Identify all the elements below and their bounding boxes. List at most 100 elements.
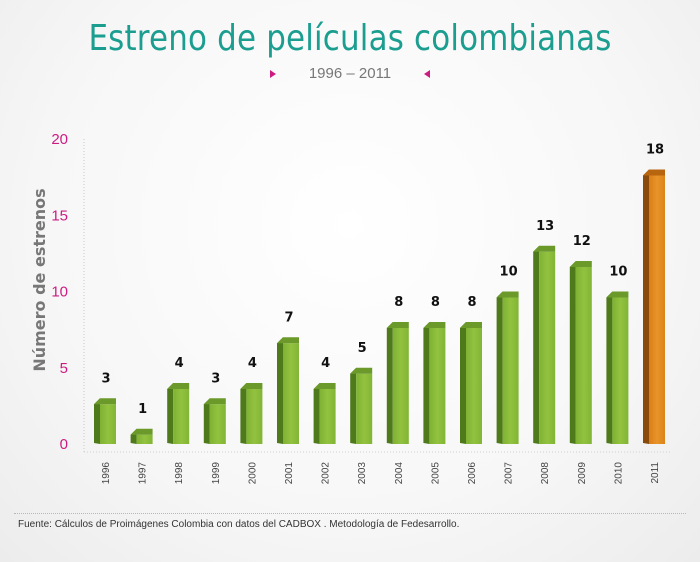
bar-front [392, 328, 409, 444]
bar-front [466, 328, 482, 444]
bar-side [423, 322, 430, 444]
bar-front [356, 373, 373, 444]
data-label: 4 [321, 356, 330, 371]
bar-top [203, 398, 226, 405]
x-tick-label: 2002 [321, 462, 332, 485]
x-tick-label: 1998 [174, 462, 185, 485]
data-label: 10 [609, 265, 627, 280]
data-label: 8 [431, 295, 440, 310]
bar-top [533, 245, 556, 252]
bar-1997 [130, 428, 153, 444]
bar-2003 [350, 367, 373, 444]
bar-2000 [240, 383, 263, 444]
bar-side [496, 291, 503, 444]
bar-top [313, 383, 336, 389]
x-tick-label: 2010 [613, 462, 624, 485]
bar-front [612, 297, 629, 444]
x-tick-label: 1999 [211, 462, 222, 485]
bar-2007 [496, 291, 519, 444]
bar-side [533, 245, 540, 444]
x-tick-label: 2011 [650, 462, 661, 484]
bar-side [94, 398, 100, 444]
bar-2001 [277, 337, 299, 444]
bar-1998 [167, 383, 190, 444]
x-tick-label: 2001 [284, 462, 295, 485]
y-tick-label: 0 [60, 436, 68, 453]
bar-side [277, 337, 283, 444]
data-label: 5 [358, 341, 367, 356]
y-axis-title: Número de estrenos [30, 188, 49, 371]
bar-top [606, 291, 629, 298]
data-label: 4 [175, 356, 184, 371]
subtitle-row: 1996 – 2011 [0, 64, 700, 86]
bar-top [350, 367, 373, 374]
data-label: 12 [573, 234, 591, 249]
bar-2004 [386, 322, 409, 444]
bar-front [539, 251, 556, 444]
bar-top [423, 322, 446, 328]
y-tick-label: 10 [51, 284, 68, 301]
y-tick-label: 15 [51, 207, 68, 224]
x-tick-label: 1996 [101, 462, 112, 485]
bar-side [606, 291, 613, 444]
bar-front [502, 297, 519, 444]
x-tick-label: 2003 [357, 462, 368, 485]
source-note: Fuente: Cálculos de Proimágenes Colombia… [18, 519, 460, 530]
bar-side [460, 322, 466, 444]
bar-side [569, 261, 576, 444]
bar-front [136, 434, 153, 444]
data-label: 13 [536, 219, 554, 234]
x-tick-label: 2007 [504, 462, 515, 485]
chart-title: Estreno de películas colombianas [88, 18, 612, 59]
data-label: 1 [138, 402, 147, 417]
bar-front [246, 389, 263, 444]
bar-side [203, 398, 210, 444]
bar-top [386, 322, 409, 328]
data-label: 18 [646, 143, 664, 158]
bar-2005 [423, 322, 446, 444]
x-tick-label: 2000 [247, 462, 258, 485]
bar-top [460, 322, 482, 328]
data-label: 8 [467, 295, 476, 310]
bar-front [575, 267, 592, 444]
x-tick-label: 1997 [138, 462, 149, 485]
data-label: 3 [211, 371, 220, 386]
bar-front [429, 328, 446, 444]
chart-subtitle: 1996 – 2011 [308, 65, 392, 82]
bar-top [130, 428, 153, 435]
bar-side [386, 322, 393, 444]
bar-side [167, 383, 174, 444]
bar-top [643, 169, 665, 176]
bar-side [643, 169, 649, 444]
bar-top [277, 337, 299, 344]
bar-2002 [313, 383, 336, 444]
bar-2010 [606, 291, 629, 444]
y-tick-label: 5 [60, 360, 68, 377]
bar-front [649, 175, 665, 444]
bar-side [240, 383, 247, 444]
x-tick-label: 2006 [467, 462, 478, 485]
bar-front [173, 389, 190, 444]
y-tick-label: 20 [51, 131, 68, 148]
bar-front [100, 404, 116, 444]
bar-1996 [94, 398, 116, 444]
bar-top [94, 398, 116, 405]
bar-2009 [569, 261, 592, 444]
bar-2006 [460, 322, 482, 444]
x-tick-label: 2004 [394, 462, 405, 485]
bar-2008 [533, 245, 556, 444]
data-label: 4 [248, 356, 257, 371]
bar-front [319, 389, 336, 444]
data-label: 10 [500, 265, 518, 280]
x-tick-label: 2008 [540, 462, 551, 485]
triangle-left-icon [424, 70, 430, 78]
bar-side [313, 383, 320, 444]
bar-top [167, 383, 190, 389]
footer-divider [14, 513, 686, 514]
data-label: 7 [284, 310, 293, 325]
bar-front [209, 404, 226, 444]
bar-side [350, 367, 357, 444]
bar-top [569, 261, 592, 267]
data-label: 8 [394, 295, 403, 310]
